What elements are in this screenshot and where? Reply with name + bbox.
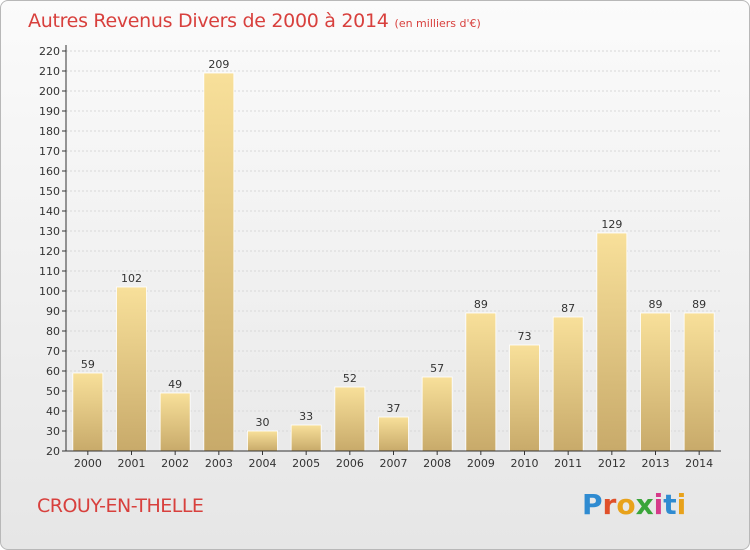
x-tick-label: 2012 bbox=[598, 457, 626, 470]
x-tick-label: 2009 bbox=[467, 457, 495, 470]
bar-value-label: 102 bbox=[121, 272, 142, 285]
bar-value-label: 89 bbox=[474, 298, 488, 311]
logo-letter: i bbox=[676, 488, 687, 521]
chart-title: Autres Revenus Divers de 2000 à 2014 (en … bbox=[28, 10, 481, 32]
y-tick-label: 40 bbox=[46, 405, 60, 418]
bar-value-label: 59 bbox=[81, 358, 95, 371]
x-tick-label: 2001 bbox=[118, 457, 146, 470]
x-tick-label: 2005 bbox=[292, 457, 320, 470]
bar-value-label: 30 bbox=[256, 416, 270, 429]
bar-value-label: 49 bbox=[168, 378, 182, 391]
x-tick-label: 2010 bbox=[511, 457, 539, 470]
commune-name: CROUY-EN-THELLE bbox=[37, 495, 204, 517]
bar bbox=[465, 312, 497, 452]
bar-value-label: 57 bbox=[430, 362, 444, 375]
logo-letter: o bbox=[616, 488, 636, 521]
x-tick-label: 2014 bbox=[685, 457, 713, 470]
bar-value-label: 87 bbox=[561, 302, 575, 315]
chart-title-text: Autres Revenus Divers de 2000 à 2014 bbox=[28, 10, 389, 32]
y-tick-label: 180 bbox=[39, 125, 60, 138]
bar bbox=[203, 72, 235, 452]
bar bbox=[552, 316, 584, 452]
bar bbox=[334, 386, 366, 452]
bar bbox=[378, 416, 409, 452]
bar bbox=[509, 344, 540, 452]
bar bbox=[159, 392, 191, 452]
bar bbox=[290, 424, 322, 452]
x-tick-label: 2002 bbox=[161, 457, 189, 470]
x-tick-label: 2011 bbox=[554, 457, 582, 470]
bar-value-label: 209 bbox=[208, 58, 229, 71]
logo-letter: i bbox=[653, 488, 664, 521]
bar bbox=[116, 286, 147, 452]
x-tick-label: 2008 bbox=[423, 457, 451, 470]
y-tick-label: 130 bbox=[39, 225, 60, 238]
y-tick-label: 110 bbox=[39, 265, 60, 278]
logo-letter: x bbox=[635, 488, 654, 521]
y-tick-label: 80 bbox=[46, 325, 60, 338]
y-tick-label: 120 bbox=[39, 245, 60, 258]
y-tick-label: 190 bbox=[39, 105, 60, 118]
bar-value-label: 37 bbox=[387, 402, 401, 415]
y-tick-label: 200 bbox=[39, 85, 60, 98]
y-tick-label: 210 bbox=[39, 65, 60, 78]
y-tick-label: 30 bbox=[46, 425, 60, 438]
x-tick-label: 2004 bbox=[249, 457, 277, 470]
y-tick-label: 150 bbox=[39, 185, 60, 198]
y-tick-label: 100 bbox=[39, 285, 60, 298]
y-tick-label: 160 bbox=[39, 165, 60, 178]
y-tick-label: 20 bbox=[46, 445, 60, 458]
x-tick-label: 2000 bbox=[74, 457, 102, 470]
y-tick-label: 70 bbox=[46, 345, 60, 358]
bar bbox=[640, 312, 671, 452]
bar-value-label: 89 bbox=[692, 298, 706, 311]
y-tick-label: 140 bbox=[39, 205, 60, 218]
y-tick-label: 90 bbox=[46, 305, 60, 318]
x-tick-label: 2003 bbox=[205, 457, 233, 470]
y-tick-label: 60 bbox=[46, 365, 60, 378]
chart-subtitle: (en milliers d'€) bbox=[394, 17, 481, 30]
bar bbox=[72, 372, 104, 452]
bar bbox=[421, 376, 453, 452]
logo-letter: r bbox=[602, 488, 617, 521]
bar-value-label: 129 bbox=[601, 218, 622, 231]
y-tick-label: 170 bbox=[39, 145, 60, 158]
bar bbox=[247, 430, 278, 452]
bar-value-label: 33 bbox=[299, 410, 313, 423]
proxiti-logo: Proxiti bbox=[582, 488, 686, 521]
bar-value-label: 89 bbox=[649, 298, 663, 311]
bar-value-label: 73 bbox=[518, 330, 532, 343]
logo-letter: t bbox=[663, 488, 677, 521]
y-tick-label: 50 bbox=[46, 385, 60, 398]
bar bbox=[596, 232, 628, 452]
y-tick-label: 220 bbox=[39, 45, 60, 58]
bar bbox=[683, 312, 715, 452]
bar-value-label: 52 bbox=[343, 372, 357, 385]
x-tick-label: 2007 bbox=[380, 457, 408, 470]
x-tick-label: 2013 bbox=[642, 457, 670, 470]
x-tick-label: 2006 bbox=[336, 457, 364, 470]
logo-letter: P bbox=[582, 488, 603, 521]
